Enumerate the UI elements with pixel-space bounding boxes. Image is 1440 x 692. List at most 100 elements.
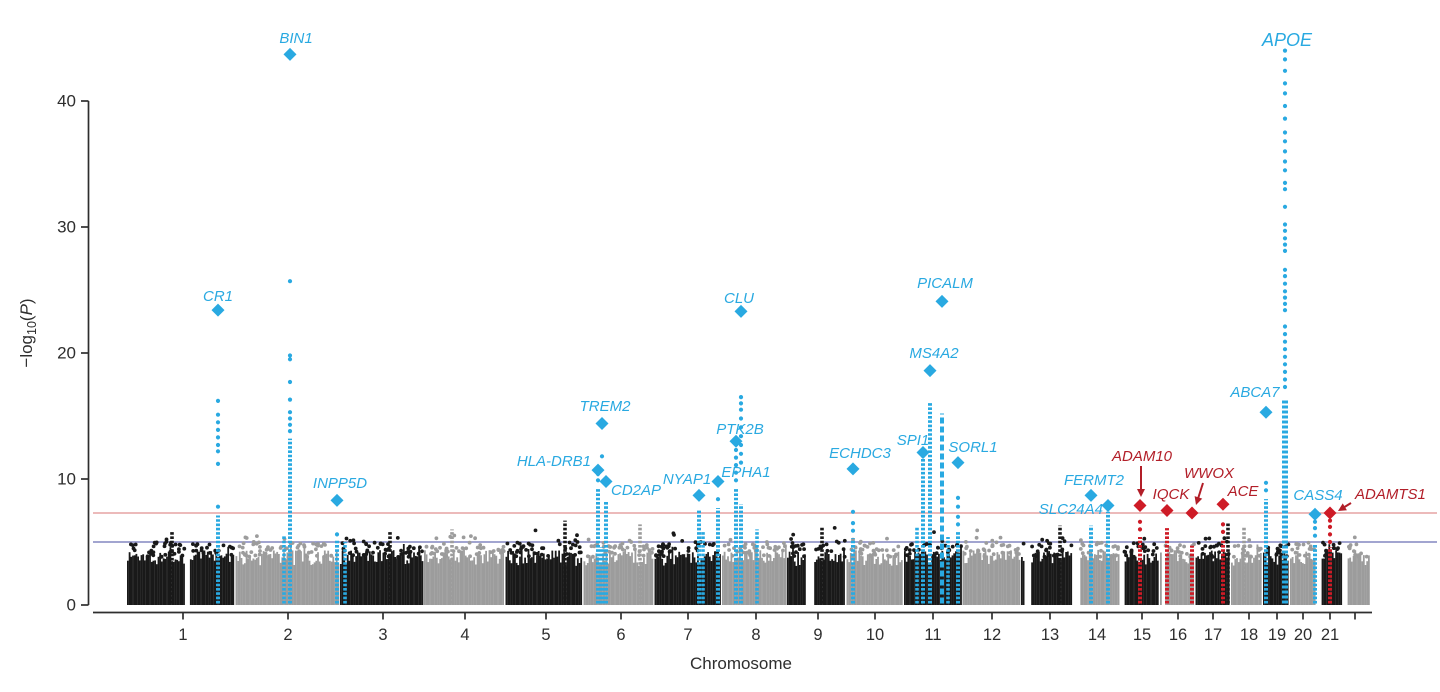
- noise-bar: [1335, 550, 1337, 605]
- noise-bar: [1016, 550, 1019, 605]
- noise-bar: [627, 552, 630, 605]
- noise-bar: [418, 547, 420, 605]
- noise-dot: [539, 552, 544, 557]
- noise-bar: [838, 555, 840, 605]
- noise-bar: [641, 562, 644, 605]
- noise-bar: [262, 551, 265, 605]
- noise-bar: [761, 557, 763, 605]
- noise-bar: [1366, 561, 1369, 605]
- noise-dot: [693, 540, 698, 545]
- noise-dot: [1040, 537, 1045, 542]
- noise-bar: [829, 560, 832, 605]
- noise-bar: [580, 557, 583, 605]
- noise-dot: [441, 552, 445, 556]
- noise-bar: [1102, 550, 1105, 605]
- noise-bar: [247, 558, 250, 605]
- noise-dot: [367, 544, 371, 549]
- chromosome-label: 8: [751, 626, 760, 644]
- noise-bar: [981, 560, 983, 605]
- noise-bar: [1352, 555, 1355, 605]
- chromosome-label: 20: [1294, 626, 1312, 644]
- noise-bar: [979, 552, 982, 605]
- noise-bar: [1160, 552, 1162, 605]
- noise-dot: [657, 549, 661, 554]
- noise-bar: [681, 554, 684, 605]
- noise-bar: [508, 560, 511, 605]
- noise-bar: [1268, 549, 1270, 605]
- noise-dot: [1016, 546, 1020, 551]
- noise-bar: [1239, 558, 1242, 605]
- noise-dot: [1116, 547, 1120, 551]
- noise-bar: [346, 554, 349, 605]
- noise-bar: [174, 559, 177, 605]
- noise-bar: [917, 552, 920, 605]
- noise-dot: [591, 554, 595, 559]
- noise-dot: [194, 543, 199, 548]
- chromosome-label: 18: [1240, 626, 1258, 644]
- noise-dot: [1309, 547, 1314, 552]
- noise-dot: [177, 550, 181, 554]
- chromosome-label: 7: [683, 626, 692, 644]
- noise-bar: [1043, 552, 1045, 605]
- noise-dot: [364, 542, 369, 547]
- noise-bar: [1145, 564, 1147, 605]
- chromosome-label: 5: [541, 626, 550, 644]
- snp-point: [1312, 526, 1318, 531]
- noise-bar: [537, 551, 540, 605]
- noise-dot: [910, 542, 914, 547]
- snp-point: [287, 416, 293, 421]
- noise-dot: [990, 538, 995, 543]
- noise-bar: [215, 552, 218, 605]
- noise-dot: [454, 546, 459, 550]
- noise-bar: [1248, 555, 1250, 605]
- noise-dot: [263, 551, 268, 556]
- noise-bar: [413, 552, 415, 605]
- noise-bar: [730, 552, 733, 605]
- noise-dot: [585, 554, 590, 559]
- noise-bar: [1110, 557, 1113, 605]
- noise-dot: [241, 550, 245, 555]
- noise-dot: [874, 547, 879, 551]
- noise-dot: [607, 549, 611, 554]
- noise-bar: [1347, 558, 1350, 605]
- snp-point: [955, 504, 961, 509]
- lead-snp-diamond: [283, 47, 297, 61]
- noise-dot: [1337, 541, 1342, 545]
- noise-dot: [527, 554, 531, 559]
- noise-bar: [1080, 557, 1083, 605]
- noise-bar: [1259, 553, 1262, 605]
- noise-bar: [710, 561, 713, 605]
- noise-dot: [1008, 550, 1012, 555]
- lead-snp-diamond: [923, 364, 937, 378]
- noise-bar: [442, 554, 445, 605]
- noise-dot: [1154, 546, 1159, 550]
- noise-dot: [1293, 550, 1298, 555]
- locus-ADAMTS1: ADAMTS1: [1323, 486, 1426, 604]
- noise-dot: [474, 552, 479, 556]
- noise-bar: [476, 553, 479, 605]
- snp-point: [334, 532, 340, 537]
- noise-bar: [800, 557, 803, 605]
- noise-dot: [154, 541, 159, 546]
- noise-bar: [892, 555, 895, 605]
- noise-bar: [969, 552, 972, 605]
- noise-bar: [705, 553, 708, 605]
- noise-bar: [351, 554, 354, 605]
- noise-bar: [575, 565, 577, 605]
- noise-bar: [629, 556, 632, 605]
- noise-dot: [1099, 548, 1103, 553]
- noise-bar: [480, 555, 482, 605]
- noise-bar: [914, 550, 916, 605]
- snp-point: [1282, 324, 1288, 329]
- x-axis-title: Chromosome: [690, 654, 792, 673]
- noise-bar: [1231, 562, 1233, 605]
- noise-bar: [949, 557, 952, 605]
- noise-dot: [1306, 540, 1311, 545]
- noise-bar: [654, 558, 657, 605]
- noise-bar: [620, 555, 623, 605]
- noise-bar: [458, 562, 460, 605]
- noise-bar: [958, 552, 961, 605]
- noise-dot: [173, 542, 178, 547]
- noise-bar: [739, 551, 741, 605]
- noise-bar: [159, 552, 162, 605]
